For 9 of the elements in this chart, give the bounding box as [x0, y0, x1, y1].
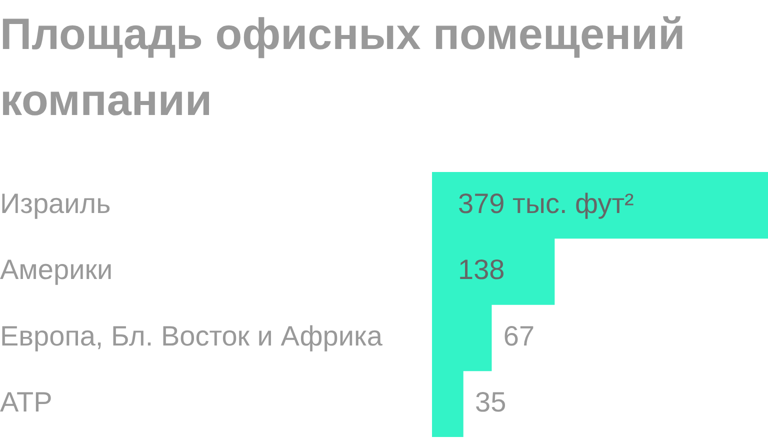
y-tick-label: Америки: [0, 254, 113, 286]
y-tick-label: Израиль: [0, 188, 111, 219]
y-tick-label: АТР: [0, 386, 52, 418]
data-label: 67: [503, 320, 535, 352]
chart-title: Площадь офисных помещений компании: [0, 9, 686, 127]
data-label: 138: [458, 254, 505, 286]
data-label: 35: [475, 386, 506, 418]
y-tick-label: Европа, Бл. Восток и Африка: [0, 320, 383, 352]
data-label: 379 тыс. фут²: [458, 188, 634, 219]
